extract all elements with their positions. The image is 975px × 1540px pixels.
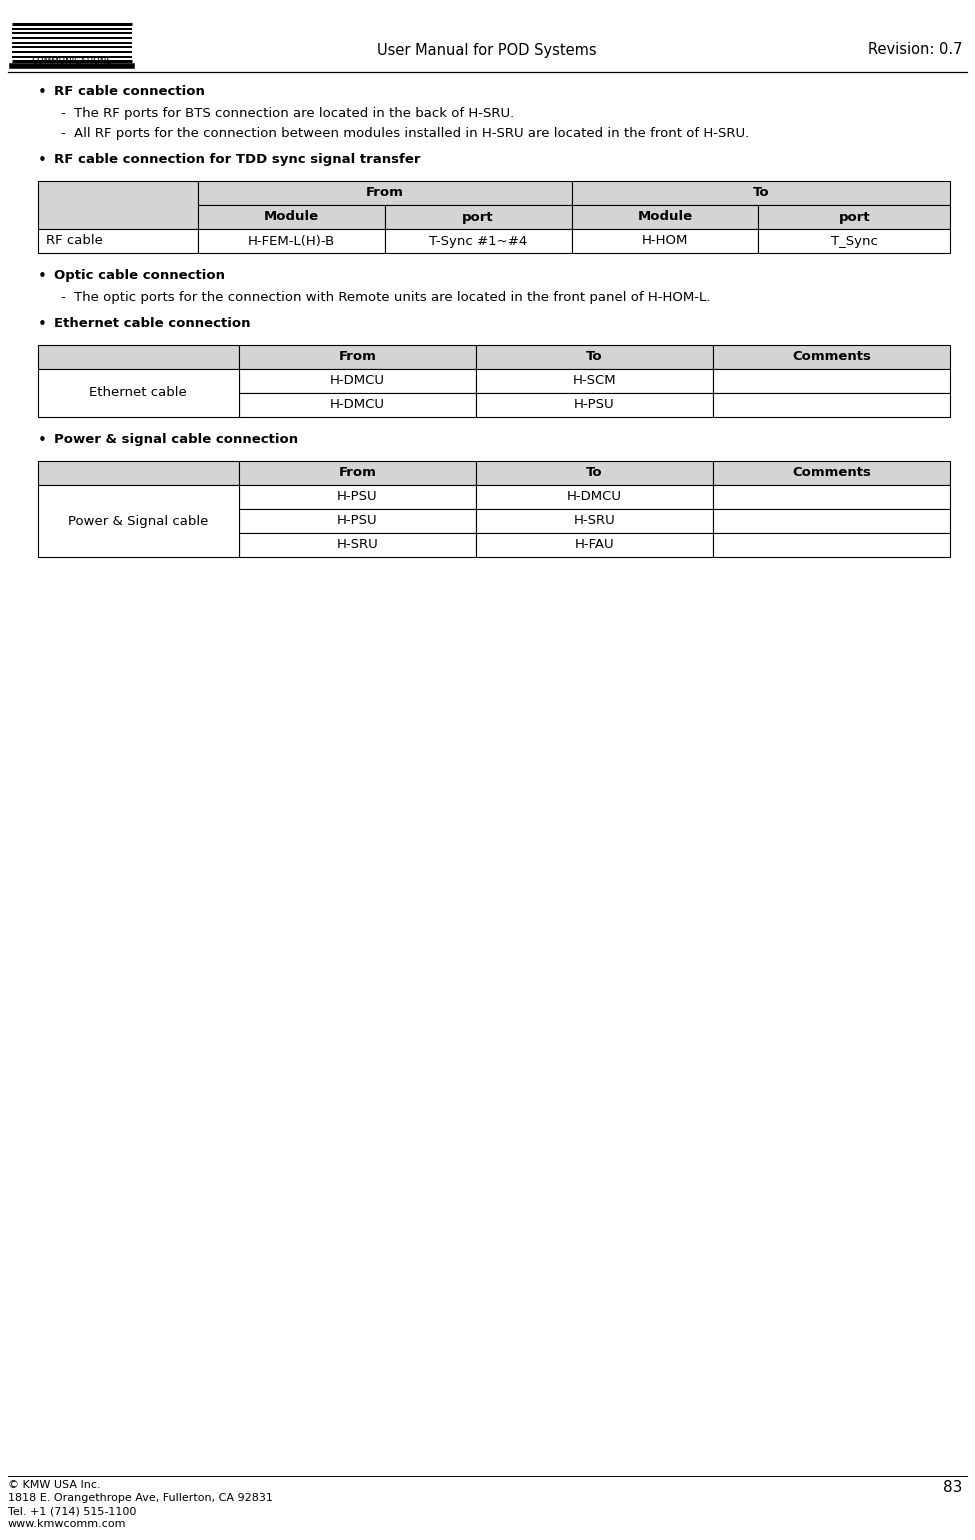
Text: H-DMCU: H-DMCU <box>330 374 385 388</box>
Bar <box>38 229 198 253</box>
Text: To: To <box>753 186 769 200</box>
Bar <box>239 533 476 557</box>
Text: T-Sync #1~#4: T-Sync #1~#4 <box>429 234 527 248</box>
Bar <box>239 345 476 370</box>
Text: •: • <box>38 152 47 168</box>
Bar <box>384 205 571 229</box>
Bar <box>239 510 476 533</box>
Text: Comments: Comments <box>792 351 871 363</box>
Bar <box>239 370 476 393</box>
Bar <box>476 393 713 417</box>
Text: H-FEM-L(H)-B: H-FEM-L(H)-B <box>248 234 334 248</box>
Text: Power & Signal cable: Power & Signal cable <box>68 514 209 528</box>
Text: The optic ports for the connection with Remote units are located in the front pa: The optic ports for the connection with … <box>74 291 711 303</box>
Text: -: - <box>60 126 64 140</box>
Bar <box>571 205 759 229</box>
Bar <box>713 510 950 533</box>
Text: port: port <box>462 211 494 223</box>
Bar <box>713 370 950 393</box>
Text: All RF ports for the connection between modules installed in H-SRU are located i: All RF ports for the connection between … <box>74 126 749 140</box>
Bar <box>239 393 476 417</box>
Text: COMMUNICATIONS: COMMUNICATIONS <box>31 57 112 66</box>
Text: H-PSU: H-PSU <box>337 491 377 504</box>
Text: H-PSU: H-PSU <box>574 399 614 411</box>
Bar <box>38 345 239 370</box>
Bar <box>38 182 198 229</box>
Text: © KMW USA Inc.: © KMW USA Inc. <box>8 1480 100 1491</box>
Text: •: • <box>38 85 47 100</box>
Text: RF cable: RF cable <box>46 234 103 248</box>
Bar <box>239 485 476 510</box>
Text: •: • <box>38 270 47 283</box>
Bar <box>713 485 950 510</box>
Text: 83: 83 <box>943 1480 962 1495</box>
Bar <box>713 460 950 485</box>
Text: -: - <box>60 291 64 303</box>
Text: H-HOM: H-HOM <box>642 234 688 248</box>
Text: www.kmwcomm.com: www.kmwcomm.com <box>8 1518 127 1529</box>
Text: •: • <box>38 317 47 333</box>
Text: H-DMCU: H-DMCU <box>330 399 385 411</box>
Text: RF cable connection for TDD sync signal transfer: RF cable connection for TDD sync signal … <box>54 152 420 166</box>
Bar <box>476 345 713 370</box>
Bar <box>713 533 950 557</box>
Text: User Manual for POD Systems: User Manual for POD Systems <box>377 43 597 57</box>
Text: Power & signal cable connection: Power & signal cable connection <box>54 433 298 447</box>
Text: Optic cable connection: Optic cable connection <box>54 270 225 282</box>
Text: H-SCM: H-SCM <box>572 374 616 388</box>
Text: From: From <box>338 351 376 363</box>
Text: From: From <box>338 467 376 479</box>
Text: To: To <box>586 351 603 363</box>
Bar <box>713 345 950 370</box>
Bar <box>476 485 713 510</box>
Text: Tel. +1 (714) 515-1100: Tel. +1 (714) 515-1100 <box>8 1506 137 1515</box>
Bar <box>239 460 476 485</box>
Text: H-DMCU: H-DMCU <box>566 491 622 504</box>
Bar <box>571 182 950 205</box>
Text: The RF ports for BTS connection are located in the back of H-SRU.: The RF ports for BTS connection are loca… <box>74 106 514 120</box>
Text: Ethernet cable: Ethernet cable <box>90 387 187 399</box>
Bar <box>38 460 239 485</box>
Text: port: port <box>838 211 870 223</box>
Bar <box>571 229 759 253</box>
Bar <box>198 229 384 253</box>
Text: H-SRU: H-SRU <box>573 514 615 528</box>
Text: -: - <box>60 106 64 120</box>
Text: H-FAU: H-FAU <box>574 539 614 551</box>
Text: Comments: Comments <box>792 467 871 479</box>
Text: Revision: 0.7: Revision: 0.7 <box>868 43 962 57</box>
Text: H-SRU: H-SRU <box>336 539 378 551</box>
Bar <box>198 182 571 205</box>
Bar <box>476 460 713 485</box>
Bar <box>713 393 950 417</box>
Text: From: From <box>366 186 404 200</box>
Text: To: To <box>586 467 603 479</box>
Text: T_Sync: T_Sync <box>831 234 878 248</box>
Bar <box>198 205 384 229</box>
Bar <box>476 533 713 557</box>
Text: 1818 E. Orangethrope Ave, Fullerton, CA 92831: 1818 E. Orangethrope Ave, Fullerton, CA … <box>8 1492 273 1503</box>
Bar <box>476 370 713 393</box>
Bar <box>384 229 571 253</box>
Bar <box>38 485 239 557</box>
Text: H-PSU: H-PSU <box>337 514 377 528</box>
Bar <box>476 510 713 533</box>
Text: Module: Module <box>638 211 692 223</box>
Bar <box>759 229 950 253</box>
Text: RF cable connection: RF cable connection <box>54 85 205 99</box>
Text: Module: Module <box>263 211 319 223</box>
Text: Ethernet cable connection: Ethernet cable connection <box>54 317 251 330</box>
Bar <box>38 370 239 417</box>
Bar <box>759 205 950 229</box>
Text: •: • <box>38 433 47 448</box>
